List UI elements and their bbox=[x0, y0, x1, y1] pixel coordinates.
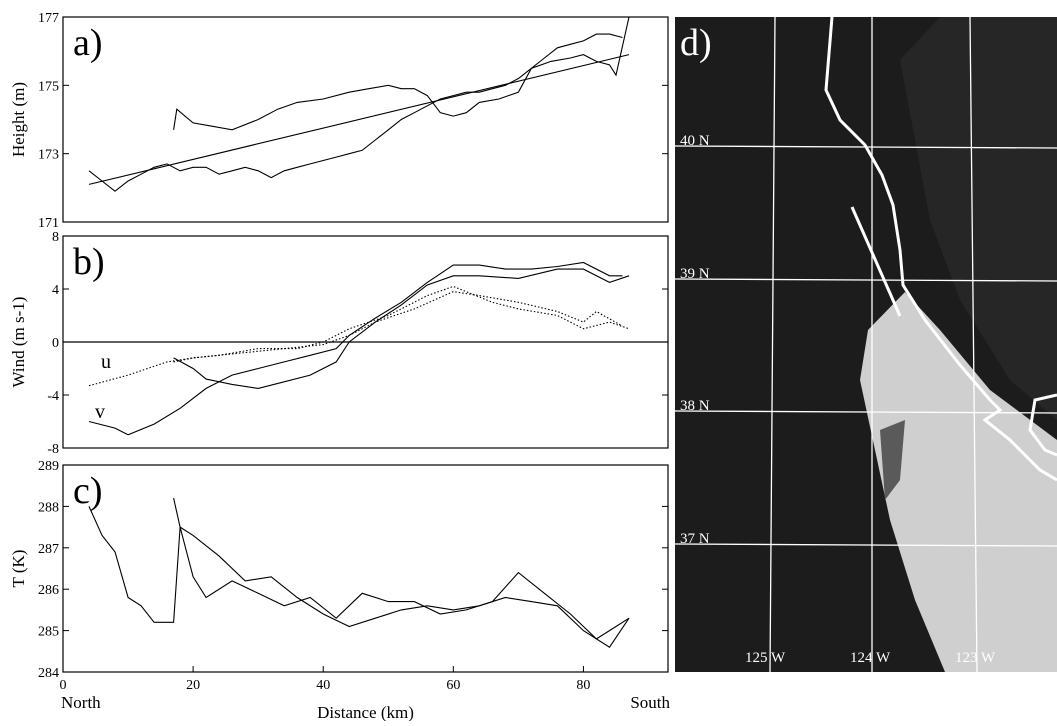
bay-outline bbox=[1028, 393, 1057, 457]
x-tick-label: 20 bbox=[186, 678, 200, 693]
y-tick-label: 171 bbox=[38, 216, 59, 231]
y-tick-label: 286 bbox=[38, 583, 59, 598]
lat-label: 40 N bbox=[680, 133, 710, 149]
x-end-label: South bbox=[630, 693, 670, 712]
satellite-map: d) 40 N 39 N 38 N 37 N 125 W 124 W 123 W bbox=[674, 16, 1057, 673]
lon-label: 125 W bbox=[745, 650, 786, 666]
panel-label: a) bbox=[73, 22, 103, 64]
series-line bbox=[173, 268, 630, 389]
y-tick-label: 288 bbox=[38, 500, 59, 515]
lat-label: 38 N bbox=[680, 398, 710, 414]
y-tick-label: -8 bbox=[47, 442, 59, 457]
y-tick-label: 8 bbox=[52, 230, 59, 245]
y-tick-label: -4 bbox=[47, 389, 59, 404]
x-tick-label: 0 bbox=[60, 678, 67, 693]
x-tick-label: 40 bbox=[316, 678, 330, 693]
x-tick-label: 60 bbox=[446, 678, 460, 693]
series-line bbox=[173, 497, 630, 648]
y-tick-label: 285 bbox=[38, 625, 59, 640]
panel-label: c) bbox=[73, 470, 103, 512]
x-axis-label: Distance (km) bbox=[317, 703, 414, 721]
y-axis-label: T (K) bbox=[9, 550, 28, 588]
series-line bbox=[88, 506, 630, 640]
annotation: v bbox=[95, 401, 105, 423]
lon-label: 124 W bbox=[850, 650, 891, 666]
y-tick-label: 4 bbox=[52, 283, 59, 298]
plot-frame bbox=[62, 16, 669, 223]
series-line bbox=[88, 291, 623, 387]
y-tick-label: 284 bbox=[38, 666, 59, 681]
series-line bbox=[173, 16, 630, 131]
y-tick-label: 287 bbox=[38, 542, 59, 557]
flight-track bbox=[850, 206, 902, 317]
y-tick-label: 173 bbox=[38, 148, 59, 163]
x-end-label: North bbox=[61, 693, 101, 712]
y-axis-label: Wind (m s-1) bbox=[9, 297, 28, 388]
fog bbox=[860, 292, 1057, 672]
series-line bbox=[88, 261, 623, 436]
series-line bbox=[88, 54, 630, 185]
lat-label: 37 N bbox=[680, 531, 710, 547]
plot-frame bbox=[62, 464, 669, 673]
lon-label: 123 W bbox=[955, 650, 996, 666]
y-axis-label: Height (m) bbox=[9, 82, 28, 157]
fog-edge bbox=[880, 420, 905, 500]
y-tick-label: 289 bbox=[38, 459, 59, 474]
y-tick-label: 177 bbox=[38, 11, 59, 26]
y-tick-label: 175 bbox=[38, 79, 59, 94]
x-tick-label: 80 bbox=[576, 678, 590, 693]
lat-label: 39 N bbox=[680, 266, 710, 282]
panel-label: d) bbox=[680, 22, 712, 64]
y-tick-label: 0 bbox=[52, 336, 59, 351]
series-line bbox=[88, 33, 623, 192]
land bbox=[900, 17, 1057, 420]
panel-label: b) bbox=[73, 241, 105, 283]
coastline bbox=[824, 16, 1057, 482]
series-line bbox=[173, 285, 630, 363]
annotation: u bbox=[101, 351, 111, 373]
